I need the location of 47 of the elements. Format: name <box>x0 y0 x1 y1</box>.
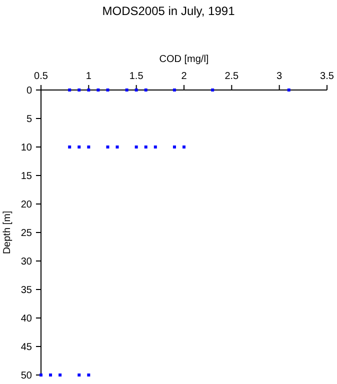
point <box>172 146 176 148</box>
point <box>134 146 138 148</box>
point <box>106 146 110 148</box>
point <box>68 146 72 148</box>
y-tick-label: 40 <box>20 314 32 324</box>
y-tick-label: 15 <box>20 171 32 182</box>
y-tick-label: 20 <box>20 200 32 210</box>
y-tick-label: 25 <box>20 228 32 239</box>
y-tick-label: 5 <box>26 114 32 125</box>
x-tick-label: 0.5 <box>34 71 48 82</box>
point <box>134 88 138 92</box>
x-tick-label: 1.5 <box>129 71 144 82</box>
point <box>182 146 186 148</box>
point <box>125 88 128 92</box>
point <box>68 88 72 92</box>
point <box>87 146 90 148</box>
chart-title: MODS2005 in July, 1991 <box>102 4 236 18</box>
point <box>78 88 81 92</box>
point <box>78 146 81 148</box>
x-tick-label: 2.5 <box>224 71 240 82</box>
point <box>144 146 148 148</box>
point <box>40 374 42 376</box>
y-tick-label: 10 <box>20 142 32 154</box>
point <box>172 88 176 92</box>
y-axis-title: Depth [m] <box>2 210 13 254</box>
x-tick-label: 3 <box>276 71 283 82</box>
point <box>78 374 81 376</box>
point <box>116 146 119 148</box>
point <box>58 374 62 376</box>
y-tick-label: 45 <box>20 342 32 353</box>
point <box>87 374 90 376</box>
point <box>287 88 290 92</box>
y-tick-label: 50 <box>20 370 32 382</box>
point <box>154 146 157 148</box>
x-tick-label: 1 <box>86 71 92 82</box>
point <box>211 88 214 92</box>
y-tick-label: 0 <box>26 86 32 96</box>
y-tick-label: 30 <box>20 256 32 268</box>
x-axis-title: COD [mg/l] <box>159 54 209 65</box>
point <box>49 374 52 376</box>
point <box>96 88 100 92</box>
point <box>106 88 110 92</box>
x-tick-label: 3.5 <box>320 71 334 82</box>
x-tick-label: 2 <box>181 71 188 82</box>
point <box>87 88 90 92</box>
y-tick-label: 35 <box>20 285 32 296</box>
point <box>144 88 148 92</box>
